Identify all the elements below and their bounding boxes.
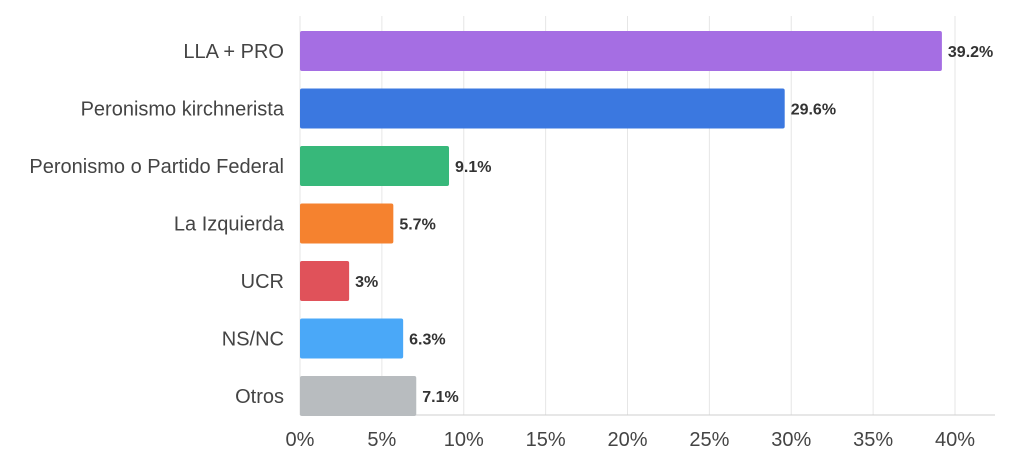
value-label-ns-nc: 6.3% (409, 332, 445, 349)
x-tick-label-35: 35% (853, 429, 893, 451)
value-label-lla-pro: 39.2% (948, 44, 993, 61)
value-label-la-izquierda: 5.7% (399, 217, 435, 234)
bar-peronismo-o-partido-federal (300, 146, 450, 186)
value-label-peronismo-o-partido-federal: 9.1% (455, 159, 491, 176)
category-label-ucr: UCR (241, 271, 284, 293)
bars (300, 31, 942, 416)
bar-ns-nc (300, 318, 404, 359)
bar-ucr (300, 261, 350, 301)
grid-lines (299, 16, 995, 416)
x-tick-label-30: 30% (771, 429, 811, 451)
value-label-peronismo-kirchnerista: 29.6% (791, 102, 836, 119)
x-tick-label-40: 40% (935, 429, 975, 451)
value-labels: 39.2% 29.6% 9.1% 5.7% 3% 6.3% 7.1% (355, 44, 993, 406)
x-tick-label-20: 20% (607, 429, 647, 451)
bar-peronismo-kirchnerista (300, 88, 785, 129)
bar-otros (300, 376, 417, 416)
category-labels: LLA + PRO Peronismo kirchnerista Peronismo… (29, 41, 284, 408)
x-tick-label-5: 5% (367, 429, 396, 451)
value-label-otros: 7.1% (422, 389, 458, 406)
x-tick-label-15: 15% (526, 429, 566, 451)
category-label-peronismo-o-partido-federal: Peronismo o Partido Federal (29, 156, 284, 178)
category-label-la-izquierda: La Izquierda (174, 214, 285, 236)
x-axis-ticks: 0% 5% 10% 15% 20% 25% 30% 35% 40% (286, 429, 976, 451)
bar-la-izquierda (300, 203, 394, 244)
category-label-lla-pro: LLA + PRO (183, 41, 284, 63)
category-label-peronismo-kirchnerista: Peronismo kirchnerista (81, 99, 285, 121)
bar-lla-pro (300, 31, 942, 71)
x-tick-label-25: 25% (689, 429, 729, 451)
category-label-ns-nc: NS/NC (222, 329, 284, 351)
x-tick-label-10: 10% (444, 429, 484, 451)
category-label-otros: Otros (235, 386, 284, 408)
x-tick-label-0: 0% (286, 429, 315, 451)
value-label-ucr: 3% (355, 274, 378, 291)
